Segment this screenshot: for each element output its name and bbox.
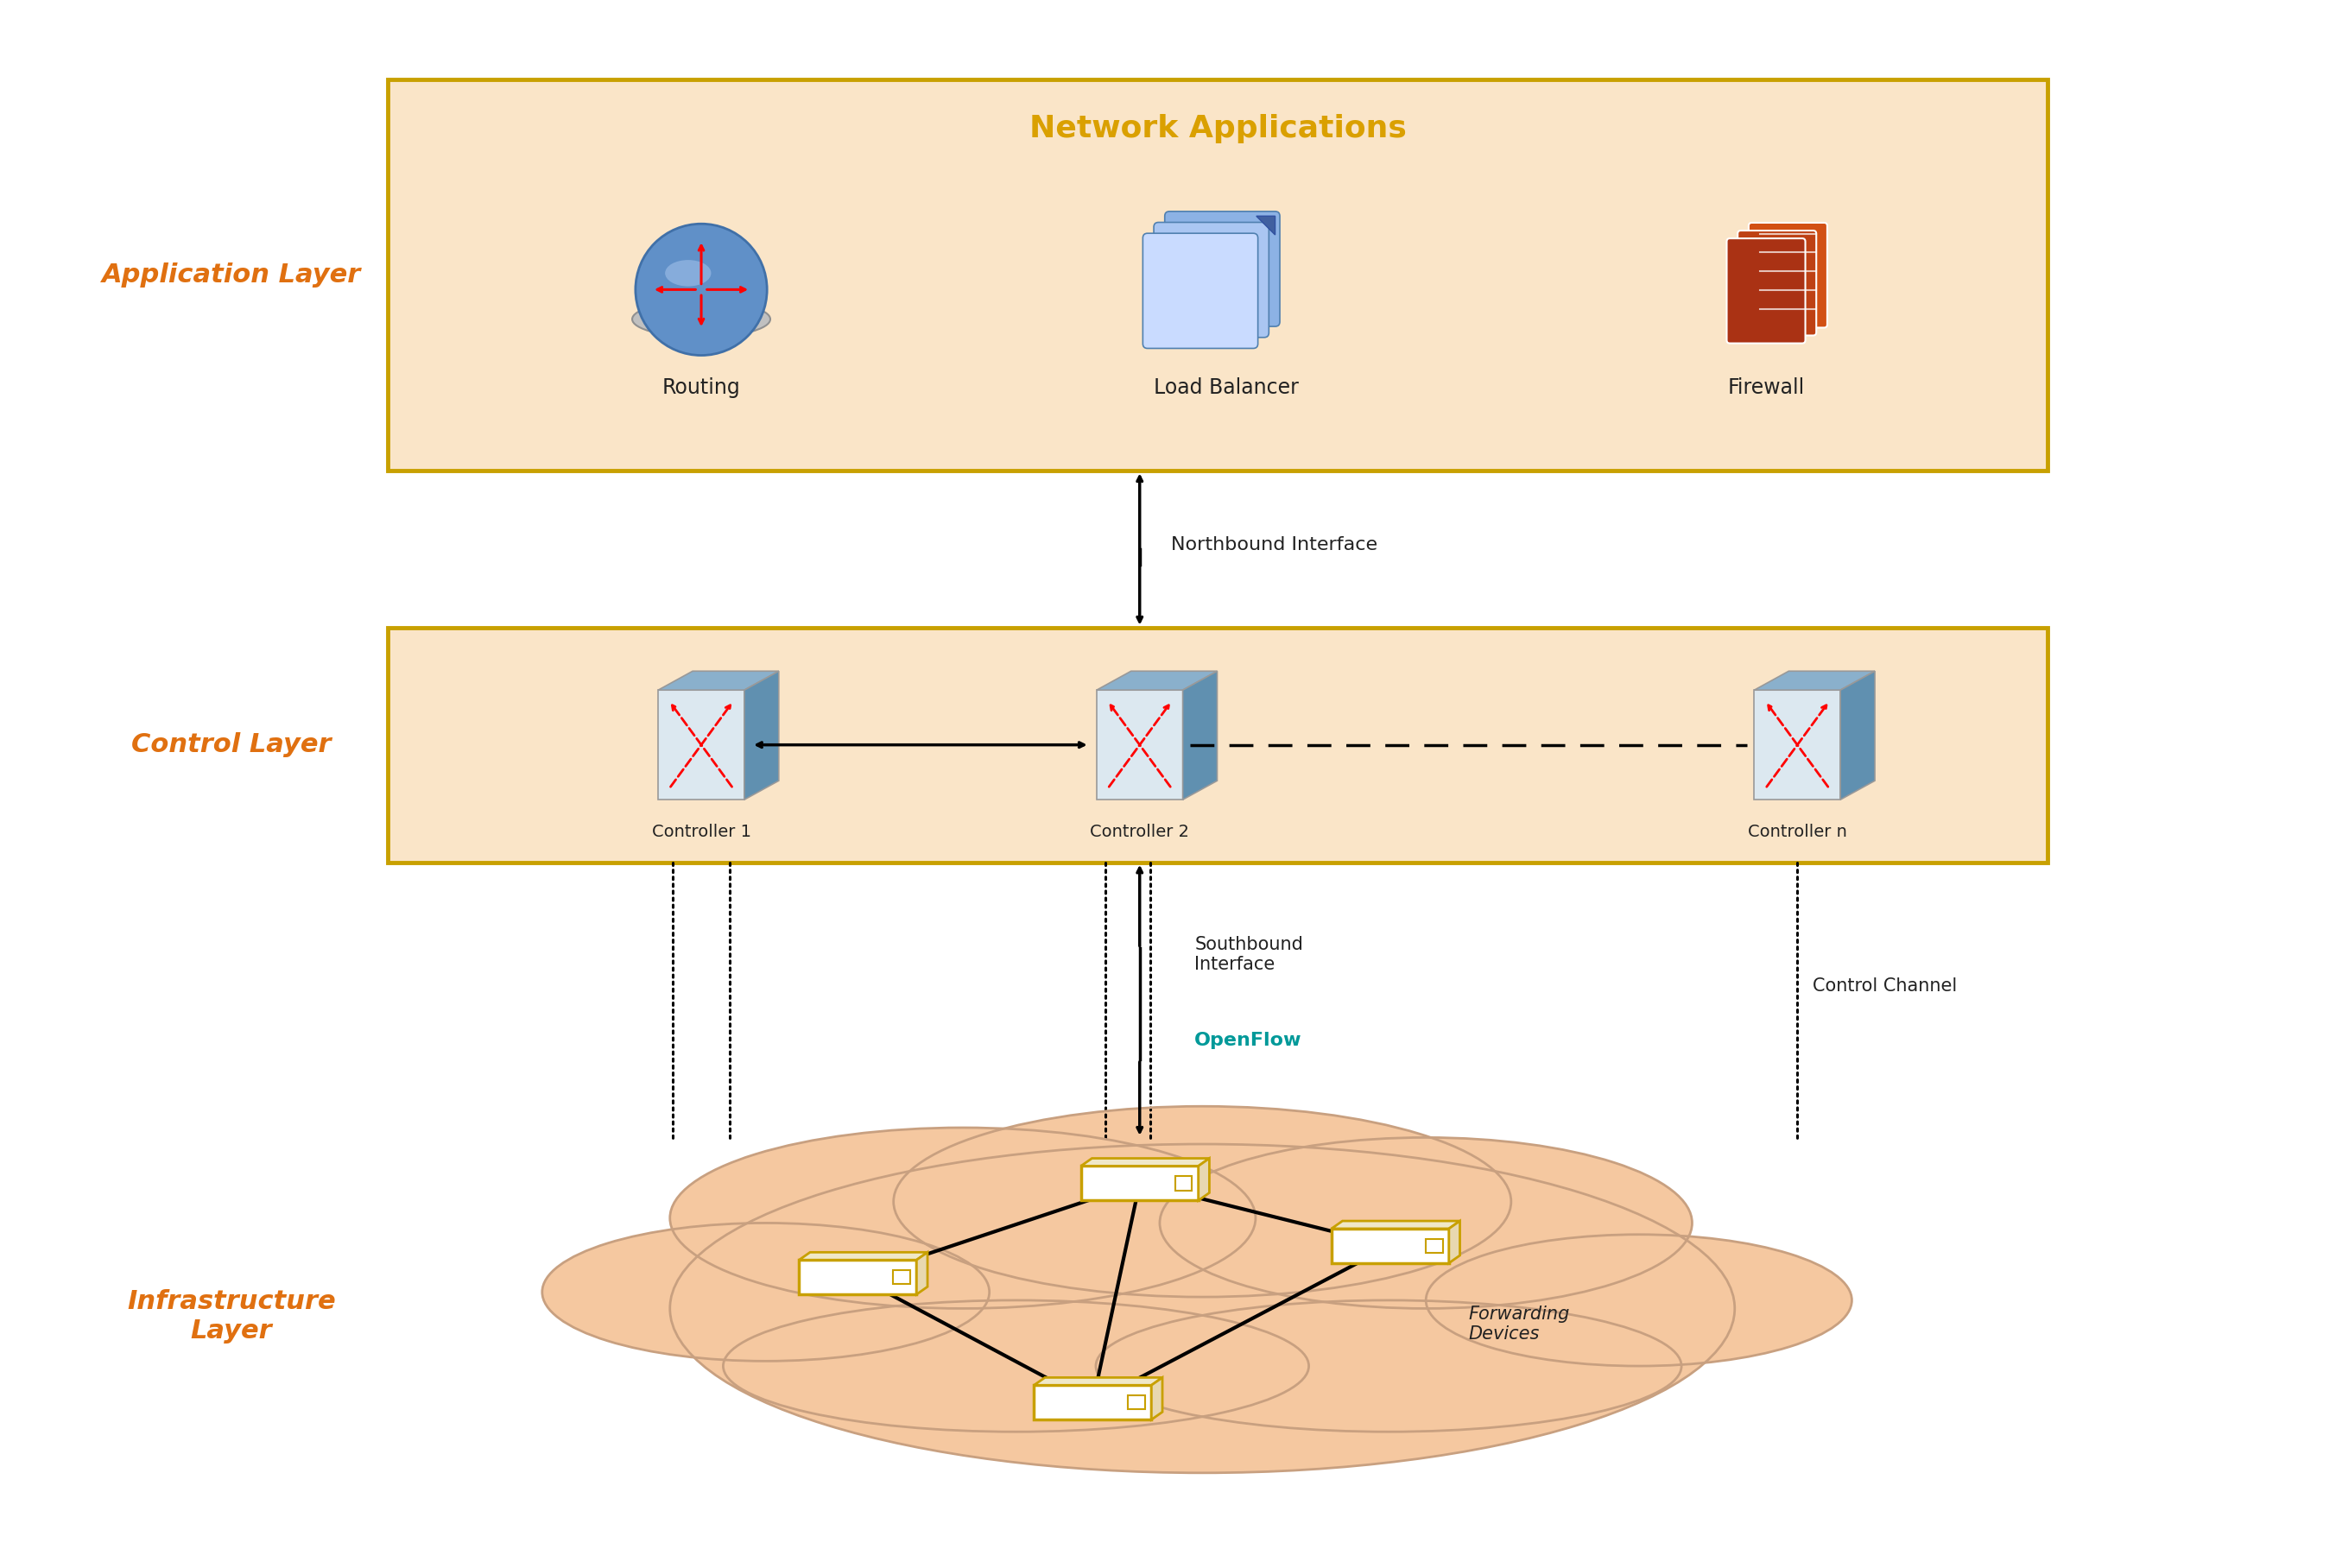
FancyBboxPatch shape [1738,230,1817,336]
Text: OpenFlow: OpenFlow [1194,1032,1302,1049]
Polygon shape [658,671,780,690]
FancyBboxPatch shape [1143,234,1258,348]
Ellipse shape [1426,1234,1853,1366]
Polygon shape [745,671,780,800]
Polygon shape [1183,671,1218,800]
Polygon shape [1176,1176,1192,1190]
Text: Routing: Routing [663,376,740,398]
FancyBboxPatch shape [1726,238,1806,343]
Polygon shape [1033,1385,1152,1419]
Ellipse shape [895,1107,1511,1297]
Ellipse shape [724,1300,1309,1432]
Polygon shape [1152,1378,1162,1419]
Polygon shape [799,1261,916,1295]
Ellipse shape [1159,1137,1693,1308]
Text: Network Applications: Network Applications [1030,114,1408,143]
Polygon shape [1199,1159,1208,1201]
Polygon shape [1096,671,1218,690]
Polygon shape [1033,1378,1162,1385]
Polygon shape [1333,1221,1459,1229]
Text: Southbound
Interface: Southbound Interface [1194,936,1302,974]
Polygon shape [1426,1239,1443,1253]
Polygon shape [1082,1159,1208,1167]
Text: Infrastructure
Layer: Infrastructure Layer [126,1289,335,1344]
Ellipse shape [665,260,712,287]
Text: Controller 2: Controller 2 [1089,823,1190,840]
Text: Firewall: Firewall [1728,376,1806,398]
Ellipse shape [1096,1300,1682,1432]
Polygon shape [658,690,745,800]
Text: Application Layer: Application Layer [101,263,361,287]
Polygon shape [1333,1229,1450,1264]
Text: Load Balancer: Load Balancer [1152,376,1297,398]
Polygon shape [916,1253,927,1295]
Text: Northbound Interface: Northbound Interface [1171,536,1377,554]
Polygon shape [1450,1221,1459,1264]
FancyBboxPatch shape [1749,223,1827,328]
Ellipse shape [670,1127,1255,1308]
FancyBboxPatch shape [389,627,2047,862]
Text: Control Layer: Control Layer [131,732,333,757]
Polygon shape [799,1253,927,1261]
Ellipse shape [541,1223,988,1361]
Text: Control Channel: Control Channel [1813,977,1958,994]
Ellipse shape [670,1145,1735,1472]
Text: Controller n: Controller n [1747,823,1848,840]
FancyBboxPatch shape [389,80,2047,470]
Circle shape [635,224,768,356]
Polygon shape [1129,1396,1145,1410]
Polygon shape [1096,690,1183,800]
Text: Controller 1: Controller 1 [651,823,752,840]
Text: Forwarding
Devices: Forwarding Devices [1468,1306,1569,1342]
FancyBboxPatch shape [1164,212,1279,326]
Polygon shape [892,1270,911,1284]
Polygon shape [1754,690,1841,800]
Polygon shape [1082,1167,1199,1201]
Polygon shape [1255,216,1274,235]
FancyBboxPatch shape [1155,223,1269,337]
Ellipse shape [632,301,771,337]
Polygon shape [1841,671,1876,800]
Polygon shape [1754,671,1876,690]
